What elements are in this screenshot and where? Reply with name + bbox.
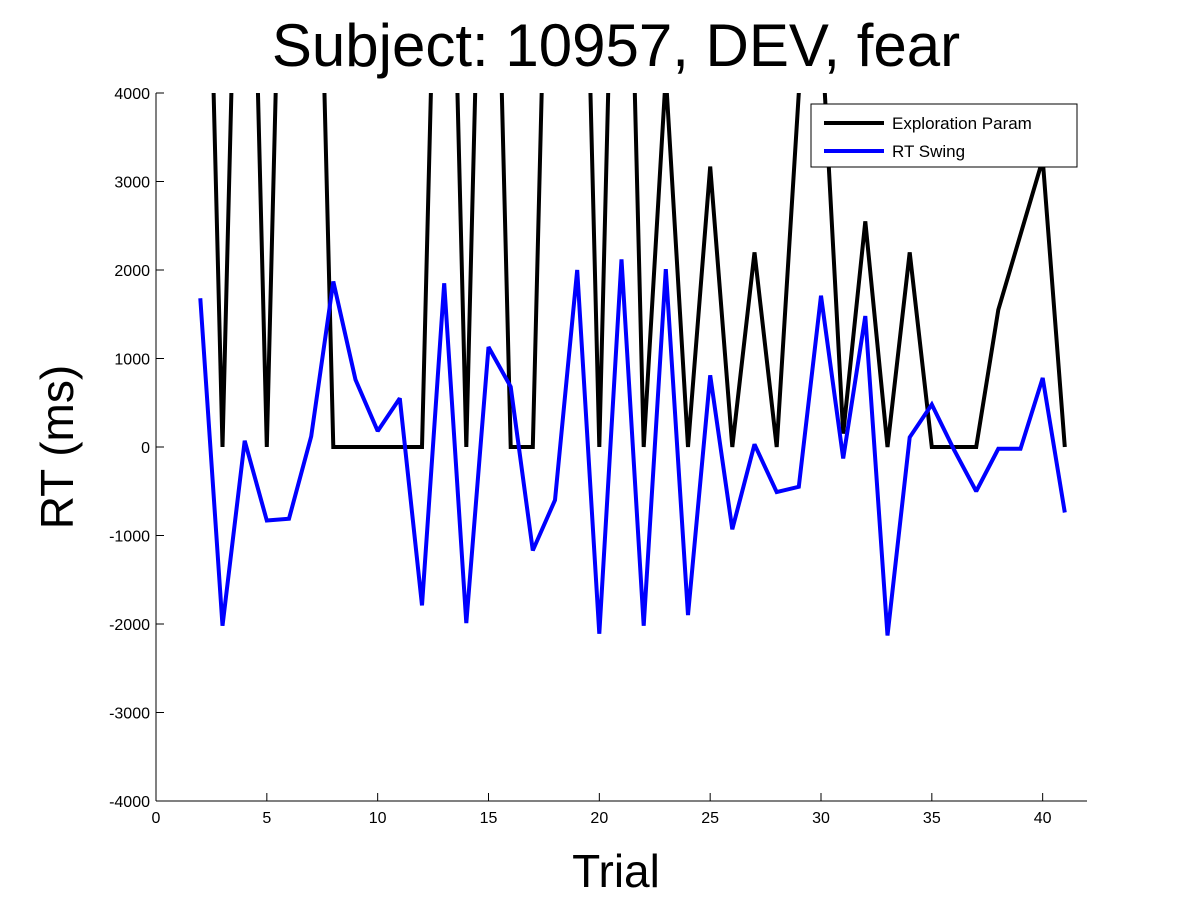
legend-entry: Exploration Param [892, 114, 1032, 133]
x-tick-label: 5 [262, 810, 271, 827]
x-tick-label: 20 [590, 810, 608, 827]
x-tick-label: 0 [152, 810, 161, 827]
y-tick-label: -1000 [109, 529, 150, 546]
y-tick-label: 4000 [114, 86, 150, 103]
legend-box [810, 103, 1078, 168]
y-tick-label: -2000 [109, 617, 150, 634]
x-tick-label: 15 [480, 810, 498, 827]
x-tick-label: 35 [923, 810, 941, 827]
x-tick-label: 25 [701, 810, 719, 827]
series-line-rt-swing [198, 259, 1067, 636]
legend: Exploration Param RT Swing [810, 103, 1078, 168]
y-tick-label: -3000 [109, 706, 150, 723]
series-line-exploration-param [211, 93, 1067, 449]
x-axis-label: Trial [572, 845, 660, 897]
legend-entry: RT Swing [892, 142, 965, 161]
x-tick-label: 40 [1034, 810, 1052, 827]
axes: -4000 -3000 -2000 -1000 0 1000 2000 3000 4000 0 5 1… [109, 86, 1087, 827]
series-layer [198, 93, 1067, 636]
y-tick-label: 1000 [114, 352, 150, 369]
y-tick-label: 3000 [114, 175, 150, 192]
x-tick-label: 30 [812, 810, 830, 827]
y-tick-label: 2000 [114, 263, 150, 280]
y-tick-label: 0 [141, 440, 150, 457]
chart-title: Subject: 10957, DEV, fear [272, 12, 960, 79]
x-tick-label: 10 [369, 810, 387, 827]
y-axis-label: RT (ms) [31, 365, 83, 529]
y-tick-label: -4000 [109, 794, 150, 811]
